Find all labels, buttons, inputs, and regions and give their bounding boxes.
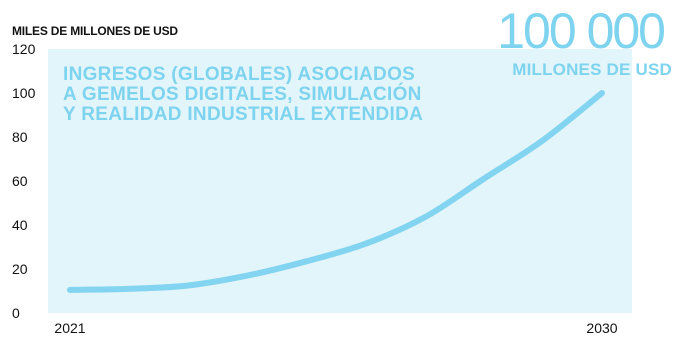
- highlight-unit: MILLONES DE USD: [512, 60, 672, 79]
- series-group: [67, 90, 605, 293]
- y-tick-label: 120: [12, 41, 36, 57]
- plot-area: [48, 49, 632, 313]
- x-tick-label: 2030: [586, 320, 617, 336]
- y-axis-ticks: 0 20 40 60 80 100 120: [12, 41, 36, 321]
- chart-title-line-1: INGRESOS (GLOBALES) ASOCIADOS: [63, 64, 415, 85]
- chart-title-line-3: Y REALIDAD INDUSTRIAL EXTENDIDA: [63, 104, 423, 125]
- y-tick-label: 20: [12, 261, 28, 277]
- y-tick-label: 40: [12, 217, 28, 233]
- y-axis-label: MILES DE MILLONES DE USD: [12, 24, 178, 38]
- y-tick-label: 60: [12, 173, 28, 189]
- chart-title: INGRESOS (GLOBALES) ASOCIADOS A GEMELOS …: [63, 64, 427, 125]
- y-tick-label: 0: [12, 305, 20, 321]
- y-tick-label: 80: [12, 129, 28, 145]
- x-axis-ticks: 2021 2030: [54, 320, 617, 336]
- highlight-value: 100 000: [497, 3, 664, 59]
- x-tick-label: 2021: [54, 320, 85, 336]
- chart-title-line-2: A GEMELOS DIGITALES, SIMULACIÓN: [63, 83, 422, 105]
- series-line: [67, 90, 605, 293]
- y-tick-label: 100: [12, 85, 36, 101]
